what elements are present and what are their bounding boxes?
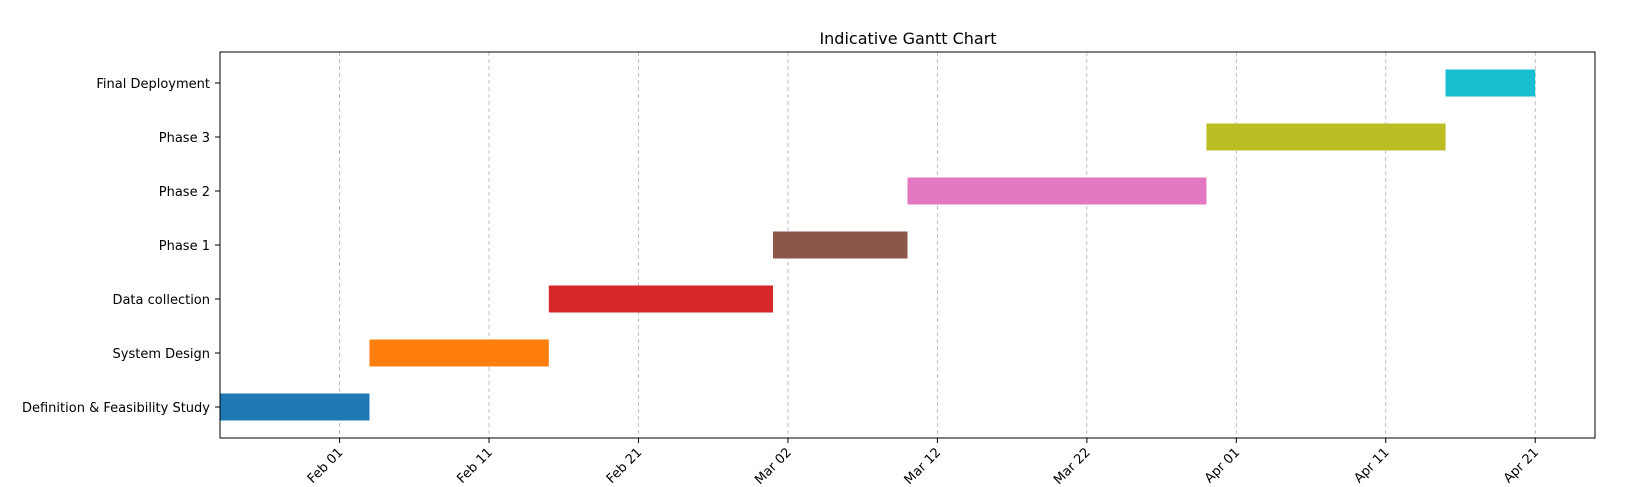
task-bar: [220, 393, 370, 421]
y-axis-labels: Definition & Feasibility Study System Des…: [22, 77, 220, 416]
y-tick-label: Phase 2: [159, 185, 210, 200]
y-tick-label: Final Deployment: [96, 77, 210, 92]
y-tick-label: System Design: [113, 347, 211, 362]
y-tick-label: Phase 1: [159, 239, 210, 254]
y-tick-label: Phase 3: [159, 131, 210, 146]
x-tick-label: Apr 11: [1351, 445, 1392, 486]
x-tick-label: Feb 01: [305, 445, 347, 487]
task-bars: [220, 69, 1536, 421]
x-axis-labels: Feb 01 Feb 11 Feb 21 Mar 02 Mar 12 Mar 22 Apr …: [305, 438, 1542, 487]
x-tick-label: Feb 11: [454, 445, 496, 487]
x-tick-label: Mar 02: [752, 445, 795, 487]
x-tick-label: Apr 21: [1501, 445, 1542, 486]
task-bar: [369, 339, 549, 367]
grid-lines: [339, 52, 1536, 438]
task-bar: [1206, 123, 1446, 151]
chart-title: Indicative Gantt Chart: [819, 29, 996, 48]
x-tick-label: Feb 21: [604, 445, 646, 487]
x-tick-label: Mar 22: [1051, 445, 1094, 487]
x-tick-label: Mar 12: [902, 445, 945, 487]
task-bar: [772, 231, 908, 259]
task-bar: [548, 285, 773, 313]
task-bar: [1445, 69, 1536, 97]
y-tick-label: Definition & Feasibility Study: [22, 401, 210, 416]
x-tick-label: Apr 01: [1202, 445, 1243, 486]
task-bar: [907, 177, 1207, 205]
y-tick-label: Data collection: [112, 293, 210, 308]
